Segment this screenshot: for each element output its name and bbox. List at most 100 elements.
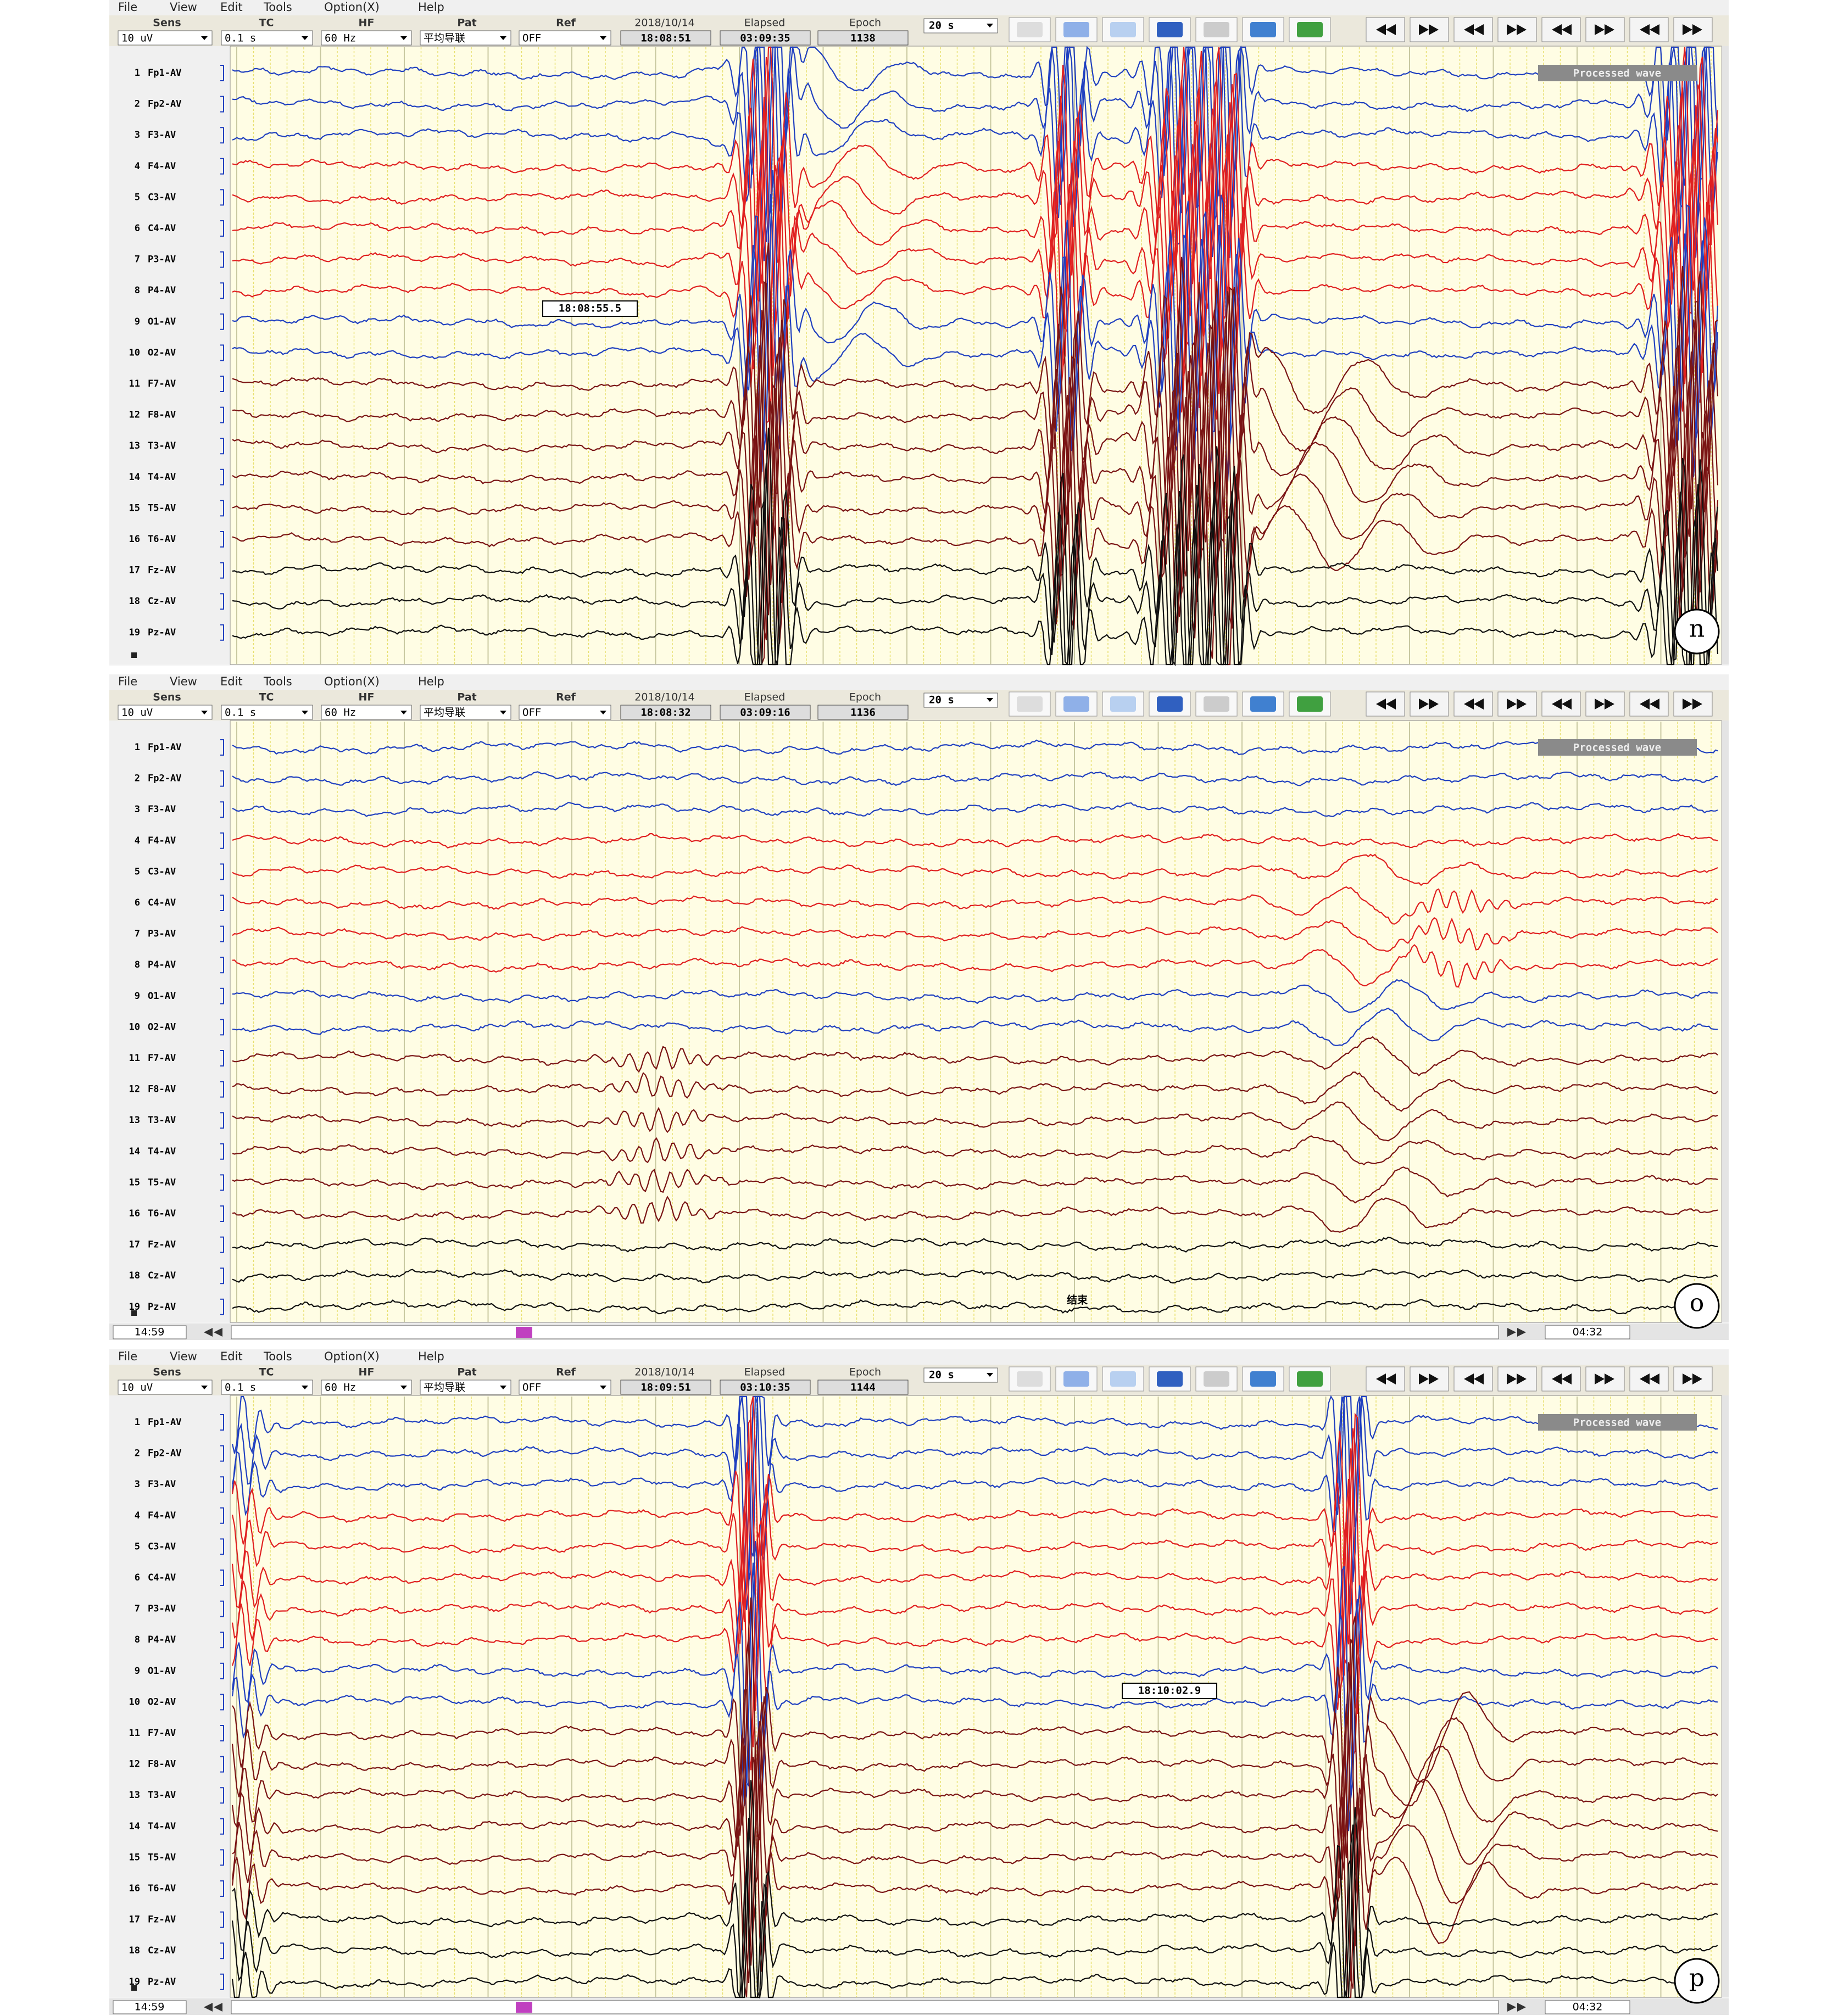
- channel-number: 16: [129, 1208, 140, 1219]
- dropdown[interactable]: [118, 705, 213, 720]
- scroll-track[interactable]: [231, 1325, 1499, 1339]
- nav-glyph: [1552, 1373, 1572, 1384]
- menu-item[interactable]: File: [118, 675, 137, 688]
- menu-item[interactable]: Edit: [220, 1350, 243, 1363]
- dropdown[interactable]: [321, 705, 412, 720]
- processed-badge: [1538, 739, 1697, 756]
- eeg-trace: [232, 97, 1719, 376]
- channel-label: T6-AV: [148, 1883, 176, 1894]
- eeg-trace: [231, 1448, 1718, 1711]
- menu-item[interactable]: View: [170, 675, 197, 688]
- marker-square: [131, 1985, 137, 1991]
- dropdown[interactable]: [420, 1380, 511, 1395]
- channel-label: P3-AV: [148, 1604, 176, 1615]
- menu-item[interactable]: View: [170, 1, 197, 14]
- dropdown[interactable]: [321, 1380, 412, 1395]
- nav-glyph: [1595, 699, 1614, 710]
- dropdown[interactable]: [221, 30, 313, 46]
- scroll-thumb[interactable]: [516, 1327, 532, 1338]
- channel-bracket: [220, 468, 224, 485]
- nav-button[interactable]: [1629, 691, 1669, 717]
- dropdown[interactable]: [420, 30, 511, 46]
- menu-item[interactable]: Tools: [263, 1350, 292, 1363]
- channel-number: 13: [129, 1790, 140, 1801]
- eeg-panel: File View Edit Tools Option(X) Help Sens TC HF Pa…: [109, 1349, 1729, 2015]
- scroll-thumb[interactable]: [516, 2002, 532, 2013]
- menu-item[interactable]: Help: [418, 675, 444, 688]
- channel-number: 7: [135, 254, 140, 265]
- menu-item[interactable]: Option(X): [324, 1, 380, 14]
- menu-item[interactable]: Tools: [263, 1, 292, 14]
- dropdown[interactable]: [118, 30, 213, 46]
- menu-item[interactable]: View: [170, 1350, 197, 1363]
- dropdown[interactable]: [221, 705, 313, 720]
- channel-bracket: [220, 376, 224, 392]
- page-length-dropdown[interactable]: [923, 693, 998, 708]
- channel-label: T4-AV: [148, 472, 176, 483]
- dropdown[interactable]: [118, 1380, 213, 1395]
- scroll-right[interactable]: [1507, 1328, 1526, 1337]
- dropdown[interactable]: [519, 705, 611, 720]
- dropdown[interactable]: [221, 1380, 313, 1395]
- channel-label: C3-AV: [148, 1541, 176, 1552]
- nav-button[interactable]: [1366, 1366, 1405, 1392]
- v-scrollbar: [1722, 46, 1729, 664]
- menu-item[interactable]: Option(X): [324, 675, 380, 688]
- scroll-right[interactable]: [1507, 2003, 1526, 2012]
- field-label: HF: [359, 691, 375, 703]
- channel-label: Pz-AV: [148, 1976, 176, 1987]
- dropdown[interactable]: [519, 30, 611, 46]
- channel-bracket: [220, 1942, 224, 1959]
- date-label: 2018/10/14: [634, 17, 695, 29]
- field-label: HF: [359, 1366, 375, 1378]
- channel-number: 10: [129, 1021, 140, 1032]
- scroll-track[interactable]: [231, 2000, 1499, 2014]
- scroll-left[interactable]: [204, 2003, 222, 2012]
- channel-label: Fz-AV: [148, 1914, 176, 1925]
- dropdown[interactable]: [321, 30, 412, 46]
- page-length-dropdown[interactable]: [923, 1367, 998, 1383]
- menu-item[interactable]: Help: [418, 1, 444, 14]
- page-length-dropdown[interactable]: [923, 18, 998, 33]
- menu-item[interactable]: File: [118, 1, 137, 14]
- eeg-trace: [232, 427, 1719, 667]
- toolbar-icon[interactable]: [1289, 1366, 1331, 1392]
- nav-glyph: [1419, 24, 1439, 35]
- channel-number: 11: [129, 378, 140, 389]
- menu-item[interactable]: Edit: [220, 675, 243, 688]
- time-box: [620, 1380, 711, 1395]
- trace-area: [230, 720, 1722, 1323]
- nav-glyph: [1464, 699, 1484, 710]
- nav-glyph: [1552, 24, 1572, 35]
- channel-label: O2-AV: [148, 1021, 176, 1032]
- toolbar-icon-glyph: [1250, 696, 1276, 712]
- channel-bracket: [220, 1205, 224, 1222]
- eeg-trace: [232, 1704, 1718, 1966]
- menu-item[interactable]: Edit: [220, 1, 243, 14]
- channel-number: 7: [135, 929, 140, 940]
- dropdown[interactable]: [519, 1380, 611, 1395]
- channel-number: 9: [135, 316, 140, 327]
- menu-item[interactable]: Tools: [263, 675, 292, 688]
- field-label: Sens: [153, 1366, 181, 1378]
- menu-item[interactable]: File: [118, 1350, 137, 1363]
- channel-bracket: [220, 1143, 224, 1160]
- processed-label: Processed wave: [1573, 68, 1661, 80]
- field-label: Pat: [457, 1366, 476, 1378]
- channel-label: Cz-AV: [148, 1270, 176, 1281]
- channel-label: T5-AV: [148, 502, 176, 513]
- channel-bracket: [220, 1414, 224, 1431]
- scroll-end: 04:32: [1573, 1326, 1603, 1338]
- channel-label: Pz-AV: [148, 1302, 176, 1313]
- scroll-left[interactable]: [204, 1328, 222, 1337]
- elapsed-box: [720, 30, 811, 46]
- nav-glyph: [1640, 1373, 1659, 1384]
- channel-bracket: [220, 438, 224, 455]
- channel-label: T3-AV: [148, 440, 176, 451]
- dropdown[interactable]: [420, 705, 511, 720]
- toolbar-icon-glyph: [1297, 696, 1323, 712]
- menu-item[interactable]: Option(X): [324, 1350, 380, 1363]
- toolbar-icon[interactable]: [1289, 691, 1331, 717]
- nav-glyph: [1464, 1373, 1484, 1384]
- menu-item[interactable]: Help: [418, 1350, 444, 1363]
